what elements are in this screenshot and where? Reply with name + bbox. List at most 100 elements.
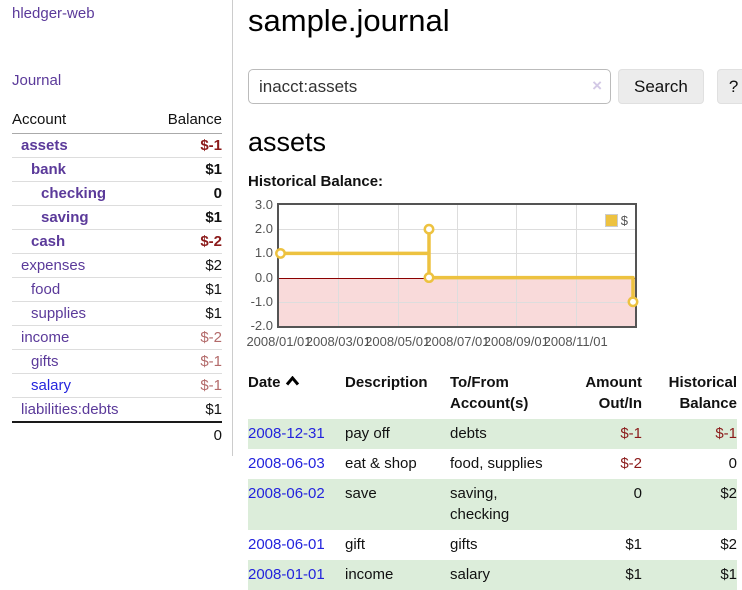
y-tick: 0.0: [254, 269, 273, 285]
account-balance: $-1: [151, 133, 222, 158]
gridline: [279, 253, 635, 255]
transaction-amount: $1: [625, 536, 642, 553]
account-row: cash $-2: [12, 229, 222, 254]
account-balance: $-1: [151, 349, 222, 374]
gridline: [279, 301, 635, 303]
transaction-date-link[interactable]: 2008-12-31: [248, 425, 325, 442]
sidebar: hledger-web Journal Account Balance asse…: [0, 0, 233, 456]
page-title: sample.journal: [248, 3, 450, 38]
chart-legend: $: [604, 213, 628, 228]
transaction-accounts: salary: [450, 560, 560, 590]
account-link-liabilities-debts[interactable]: liabilities:debts: [21, 401, 119, 418]
data-point-marker: [627, 296, 639, 308]
transaction-amount: $-2: [620, 455, 642, 472]
sidebar-item-journal[interactable]: Journal: [12, 72, 62, 89]
register-header-balance: Historical Balance: [668, 374, 737, 412]
chart-title: Historical Balance:: [248, 173, 384, 190]
account-link-supplies[interactable]: supplies: [31, 305, 87, 322]
transaction-description: income: [345, 560, 450, 590]
x-tick: 2008/05/01: [365, 334, 431, 349]
historical-balance-chart: 3.0 2.0 1.0 0.0 -1.0 -2.0: [246, 198, 742, 349]
account-link-checking[interactable]: checking: [41, 185, 107, 202]
account-link-gifts[interactable]: gifts: [31, 353, 59, 370]
account-link-expenses[interactable]: expenses: [21, 257, 86, 274]
transaction-balance: $1: [642, 560, 737, 590]
register-header-amount: Amount Out/In: [585, 374, 642, 412]
accounts-total-value: 0: [151, 421, 222, 448]
account-balance: $1: [151, 205, 222, 230]
transaction-description: pay off: [345, 419, 450, 449]
gridline: [457, 205, 458, 326]
register-row: 2008-06-03 eat & shop food, supplies $-2…: [248, 449, 737, 479]
register-row: 2008-06-02 save saving, checking 0 $2: [248, 479, 737, 530]
transaction-amount: 0: [560, 479, 642, 530]
transaction-date-link[interactable]: 2008-06-01: [248, 536, 325, 553]
account-balance: $1: [151, 301, 222, 326]
search-button[interactable]: Search: [618, 69, 704, 104]
gridline: [397, 205, 399, 326]
search-input[interactable]: [248, 69, 611, 104]
transaction-balance: $2: [642, 479, 737, 530]
transaction-balance: $2: [720, 536, 737, 553]
register-header-date[interactable]: Date: [248, 370, 345, 419]
transaction-balance: $-1: [642, 419, 737, 449]
accounts-header-balance: Balance: [151, 108, 222, 134]
plot-area: $: [275, 203, 639, 328]
register-header-description: Description: [345, 374, 428, 391]
transaction-accounts: gifts: [450, 536, 478, 553]
account-heading: assets: [248, 127, 327, 157]
register-row: 2008-12-31 pay off debts $-1 $-1: [248, 419, 737, 449]
transaction-amount: $1: [560, 560, 642, 590]
x-tick: 2008/03/01: [305, 334, 371, 349]
accounts-total-spacer: [12, 421, 152, 448]
account-row: expenses $2: [12, 253, 222, 278]
data-point-marker: [423, 272, 435, 284]
transaction-balance: 0: [728, 455, 737, 472]
account-row: bank $1: [12, 157, 222, 182]
sort-ascending-icon: [285, 375, 299, 386]
gridline: [516, 205, 518, 326]
account-link-assets[interactable]: assets: [21, 137, 68, 154]
data-point-marker: [275, 247, 286, 259]
help-button[interactable]: ?: [716, 69, 742, 104]
account-row: assets $-1: [12, 133, 222, 158]
transaction-description: save: [345, 479, 450, 530]
account-balance: $-2: [151, 229, 222, 254]
account-link-salary[interactable]: salary: [31, 377, 72, 394]
transaction-date-link[interactable]: 2008-06-03: [248, 455, 325, 472]
transaction-amount: $-1: [560, 419, 642, 449]
account-row: checking 0: [12, 181, 222, 206]
transaction-date-link[interactable]: 2008-01-01: [248, 566, 325, 583]
search-bar: × Search ?: [248, 69, 742, 104]
y-tick: 1.0: [254, 245, 273, 261]
account-row: food $1: [12, 277, 222, 302]
gridline: [575, 205, 577, 326]
account-link-income[interactable]: income: [21, 329, 70, 346]
transaction-date-link[interactable]: 2008-06-02: [248, 485, 325, 502]
account-link-food[interactable]: food: [31, 281, 61, 298]
register-row: 2008-01-01 income salary $1 $1: [248, 560, 737, 590]
transaction-accounts: saving, checking: [450, 479, 560, 530]
account-row: liabilities:debts $1: [12, 398, 222, 423]
x-tick: 2008/01/01: [246, 334, 312, 349]
legend-label: $: [620, 213, 628, 228]
y-tick: 2.0: [254, 221, 273, 237]
accounts-table: Account Balance assets $-1 bank $1 check…: [12, 108, 222, 448]
clear-search-icon[interactable]: ×: [592, 76, 602, 95]
account-row: income $-2: [12, 325, 222, 350]
x-tick: 2008/11/01: [543, 334, 608, 349]
transaction-accounts: debts: [450, 419, 560, 449]
legend-swatch-icon: [604, 214, 618, 227]
account-balance: $1: [151, 277, 222, 302]
gridline: [338, 205, 340, 326]
balance-series-line: [275, 223, 639, 308]
account-link-saving[interactable]: saving: [41, 209, 89, 226]
account-link-cash[interactable]: cash: [31, 233, 66, 250]
transaction-description: eat & shop: [345, 455, 417, 472]
account-balance: $1: [205, 401, 222, 418]
app-title-link[interactable]: hledger-web: [12, 5, 95, 22]
transaction-accounts: food, supplies: [450, 455, 543, 472]
account-link-bank[interactable]: bank: [31, 161, 67, 178]
y-tick: -2.0: [250, 318, 273, 333]
